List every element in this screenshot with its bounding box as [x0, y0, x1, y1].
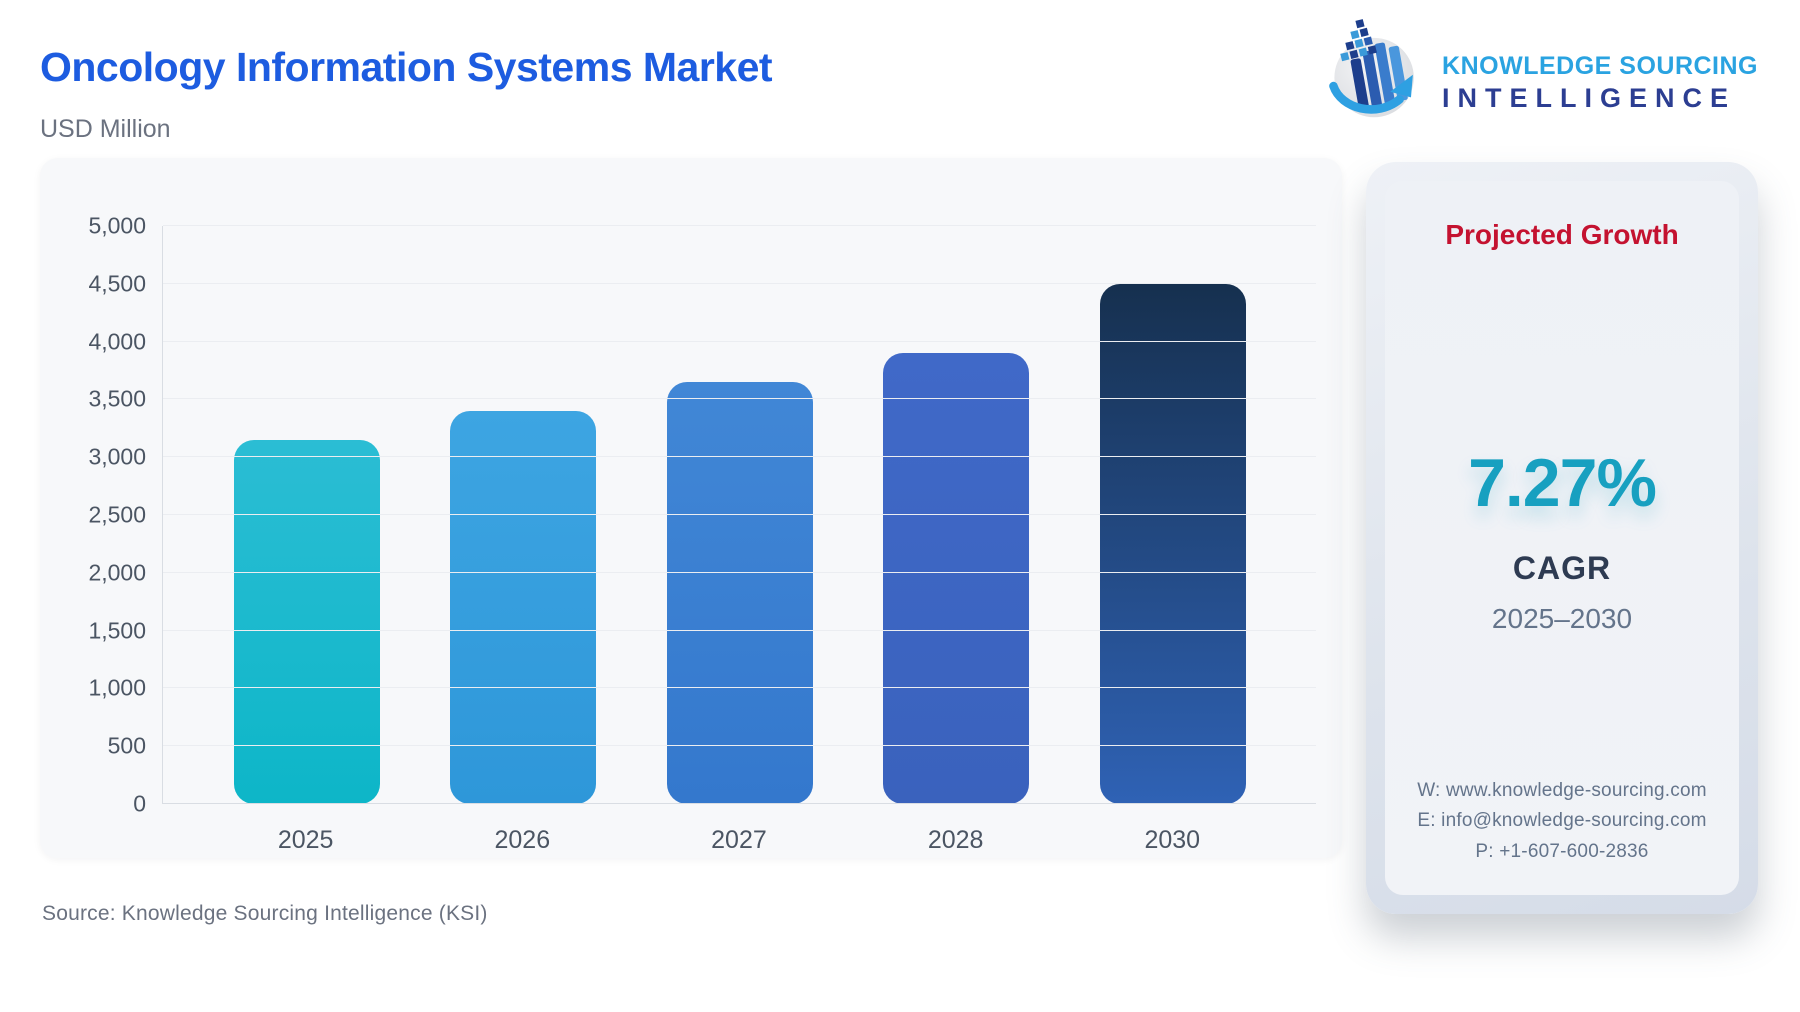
- source-note: Source: Knowledge Sourcing Intelligence …: [42, 902, 488, 925]
- gridline-3500: [163, 398, 1316, 400]
- y-tick-label-4500: 4,500: [88, 270, 146, 297]
- y-tick-label-4000: 4,000: [88, 328, 146, 355]
- gridline-1000: [163, 687, 1316, 689]
- gridline-0: [163, 803, 1316, 804]
- gridline-4500: [163, 282, 1316, 284]
- logo-text: KNOWLEDGE SOURCING INTELLIGENCE: [1442, 26, 1758, 113]
- gridline-500: [163, 745, 1316, 747]
- main: 0 500 1,000 1,500 2,000 2,500 3,000 3,500 4,000 4…: [40, 158, 1758, 926]
- y-tick-label-0: 0: [133, 790, 146, 817]
- cagr-label: CAGR: [1512, 549, 1612, 586]
- bar-2028: [883, 353, 1029, 804]
- y-tick-label-2500: 2,500: [88, 501, 146, 528]
- gridline-2000: [163, 571, 1316, 573]
- cagr-period: 2025–2030: [1491, 602, 1633, 634]
- growth-panel-title: Projected Growth: [1445, 219, 1679, 250]
- bar-2030: [1099, 283, 1246, 804]
- y-tick-label-500: 500: [107, 732, 146, 759]
- contact-phone: P: +1-607-600-2836: [1475, 840, 1649, 862]
- company-logo: KNOWLEDGE SOURCING INTELLIGENCE: [1324, 14, 1758, 122]
- gridline-2500: [163, 514, 1316, 515]
- x-tick-label-2025: 2025: [277, 826, 334, 854]
- logo-line1: KNOWLEDGE SOURCING: [1442, 52, 1758, 81]
- y-tick-label-3000: 3,000: [88, 443, 146, 470]
- title-block: Oncology Information Systems Market USD …: [40, 14, 773, 144]
- y-tick-label-5000: 5,000: [88, 212, 146, 239]
- gridline-1500: [163, 629, 1316, 631]
- y-tick-label-3500: 3,500: [88, 385, 146, 412]
- chart-body: 0 500 1,000 1,500 2,000 2,500 3,000 3,500 4,000 4…: [62, 213, 1316, 855]
- chart-column: 0 500 1,000 1,500 2,000 2,500 3,000 3,500 4,000 4…: [40, 158, 1342, 926]
- y-axis-labels: 0 500 1,000 1,500 2,000 2,500 3,000 3,500 4,000 4…: [62, 213, 162, 817]
- x-tick-label-2026: 2026: [494, 826, 551, 854]
- page-subtitle: USD Million: [40, 115, 171, 143]
- contact-website: W: www.knowledge-sourcing.com: [1417, 779, 1707, 801]
- bar-2026: [450, 410, 596, 804]
- gridline-3000: [163, 456, 1316, 458]
- gridline-5000: [163, 225, 1316, 226]
- bar-chart: 0 500 1,000 1,500 2,000 2,500 3,000 3,500 4,000 4…: [40, 158, 1342, 858]
- x-tick-label-2030: 2030: [1144, 826, 1201, 854]
- header: Oncology Information Systems Market USD …: [40, 14, 1758, 144]
- bar-2025: [233, 439, 380, 804]
- x-axis-labels: 2025 2026 2027 2028 2030: [162, 804, 1316, 855]
- gridline-4000: [163, 340, 1316, 342]
- plot-wrap: 2025 2026 2027 2028 2030: [162, 225, 1316, 855]
- ksi-logo-icon: [1329, 19, 1414, 118]
- y-tick-label-2000: 2,000: [88, 559, 146, 586]
- cagr-value: 7.27%: [1468, 444, 1657, 521]
- bars-row: [163, 226, 1316, 804]
- logo-line2: INTELLIGENCE: [1442, 83, 1737, 114]
- plot-area: [162, 225, 1316, 804]
- projected-growth-panel: Projected Growth 7.27% CAGR 2025–2030 W:…: [1366, 162, 1758, 914]
- page-title: Oncology Information Systems Market: [40, 44, 773, 90]
- projected-growth-panel-inner: Projected Growth 7.27% CAGR 2025–2030 W:…: [1385, 181, 1739, 895]
- y-tick-label-1500: 1,500: [88, 617, 146, 644]
- x-tick-label-2028: 2028: [927, 826, 984, 854]
- y-tick-label-1000: 1,000: [88, 674, 146, 701]
- bar-2027: [666, 382, 813, 804]
- contact-email: E: info@knowledge-sourcing.com: [1417, 810, 1707, 832]
- contact-block: W: www.knowledge-sourcing.com E: info@kn…: [1417, 776, 1707, 867]
- x-tick-label-2027: 2027: [711, 826, 767, 854]
